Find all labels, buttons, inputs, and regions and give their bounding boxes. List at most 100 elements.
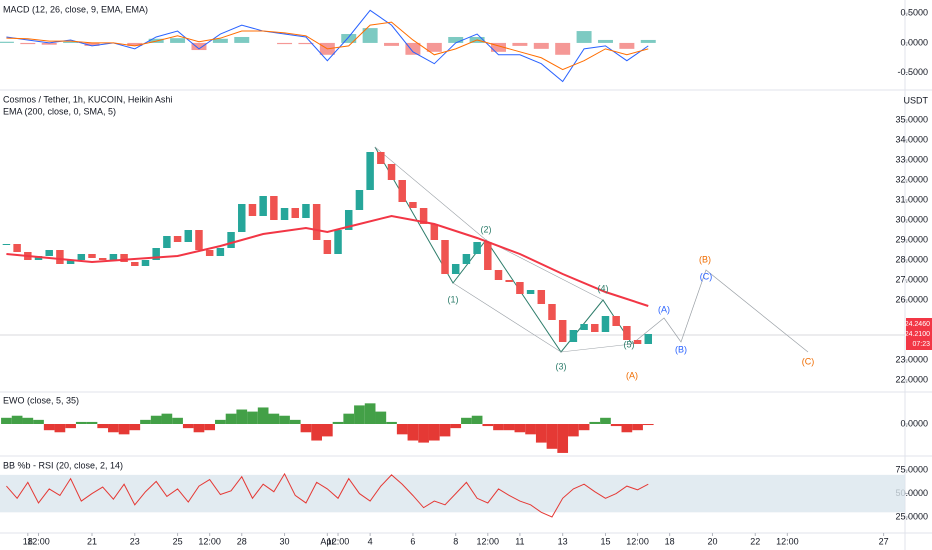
candle <box>398 180 406 202</box>
candle <box>184 230 193 242</box>
candle <box>591 324 599 332</box>
candle <box>558 320 567 342</box>
ewo-bar <box>503 424 515 431</box>
wave-label: (A) <box>626 370 638 380</box>
candle <box>98 258 107 260</box>
y-tick-label: 75.0000 <box>895 465 928 475</box>
candle <box>537 290 546 304</box>
ewo-bar <box>54 424 66 433</box>
candle <box>45 250 53 256</box>
candle <box>227 232 235 248</box>
histogram-bar <box>341 34 357 43</box>
x-tick-label: 28 <box>237 536 247 546</box>
ewo-bar <box>204 424 216 431</box>
histogram-bar <box>491 42 506 52</box>
histogram-bar <box>84 42 100 46</box>
x-tick-label: 12:00 <box>198 536 221 546</box>
y-tick-label: 50.0000 <box>895 488 928 498</box>
candle <box>430 224 439 240</box>
pane-title: EWO (close, 5, 35) <box>3 395 79 405</box>
series-line <box>6 472 649 518</box>
rsi-band <box>0 474 905 513</box>
ewo-bar <box>557 424 569 453</box>
candle <box>77 254 86 260</box>
candle <box>505 280 513 282</box>
candle <box>248 204 257 216</box>
candle <box>13 244 21 252</box>
y-tick-label: 28.0000 <box>895 254 928 264</box>
ewo-bar <box>247 411 258 424</box>
last-price-label: 07:23 <box>912 341 930 348</box>
candle <box>344 210 353 230</box>
candle <box>473 242 481 254</box>
ewo-bar <box>600 417 611 424</box>
ewo-bar <box>471 415 483 424</box>
x-tick-label: 12:00 <box>327 536 350 546</box>
ewo-bar <box>386 421 397 424</box>
histogram-bar <box>512 42 528 46</box>
ewo-bar <box>364 403 376 424</box>
candle <box>334 230 342 254</box>
histogram-bar <box>362 28 378 43</box>
candle <box>323 240 332 254</box>
wave-label: (C) <box>802 356 815 366</box>
histogram-bar <box>576 31 592 43</box>
candle <box>109 254 118 260</box>
ewo-bar <box>535 424 547 443</box>
ewo-bar <box>343 413 355 424</box>
pane-subtitle: EMA (200, close, 0, SMA, 5) <box>3 106 116 116</box>
histogram-bar <box>597 39 613 43</box>
candle <box>195 230 203 250</box>
histogram-bar <box>127 42 143 46</box>
pane-title: Cosmos / Tether, 1h, KUCOIN, Heikin Ashi <box>3 94 172 104</box>
y-tick-label: 26.0000 <box>895 294 928 304</box>
x-tick-label: 12:00 <box>27 536 50 546</box>
ewo-bar <box>172 417 183 424</box>
candle <box>259 196 267 216</box>
candle <box>302 204 310 218</box>
y-tick-label: 30.0000 <box>895 214 928 224</box>
x-tick-label: 18 <box>23 536 33 546</box>
ewo-bar <box>129 424 141 431</box>
histogram-bar <box>555 42 571 55</box>
ewo-bar <box>311 424 322 441</box>
x-tick-label: 6 <box>410 536 415 546</box>
candle <box>88 254 96 258</box>
x-tick-label: 21 <box>87 536 97 546</box>
candle <box>56 250 64 264</box>
ewo-bar <box>525 424 536 435</box>
y-tick-label: 23.0000 <box>895 354 928 364</box>
candle <box>601 316 610 332</box>
last-price-label: 24.2460 <box>905 321 930 328</box>
ewo-bar <box>257 407 269 424</box>
ewo-bar <box>43 424 55 431</box>
histogram-bar <box>426 42 442 52</box>
candle <box>484 242 492 270</box>
ewo-bar <box>321 424 333 437</box>
candle <box>216 248 225 256</box>
ewo-bar <box>493 424 504 431</box>
wave-label: (1) <box>448 294 459 304</box>
ewo-bar <box>225 413 237 424</box>
ewo-bar <box>514 424 526 433</box>
candle <box>387 164 396 180</box>
ewo-bar <box>65 424 76 429</box>
candle <box>409 202 417 208</box>
x-tick-label: 30 <box>280 536 290 546</box>
candle <box>66 260 75 264</box>
y-tick-label: 22.0000 <box>895 374 928 384</box>
wave-label: (A) <box>658 304 670 314</box>
ewo-bar <box>279 415 290 424</box>
ewo-bar <box>75 421 87 424</box>
candle <box>238 204 246 232</box>
y-tick-label: 29.0000 <box>895 234 928 244</box>
ewo-bar <box>621 424 633 433</box>
candle <box>462 254 471 264</box>
candle <box>451 264 460 274</box>
histogram-bar <box>41 42 57 45</box>
candle <box>152 248 160 260</box>
last-price-badge <box>906 318 932 350</box>
channel-line <box>374 146 604 301</box>
histogram-bar <box>191 42 207 51</box>
last-price-label: 24.2100 <box>905 331 930 338</box>
